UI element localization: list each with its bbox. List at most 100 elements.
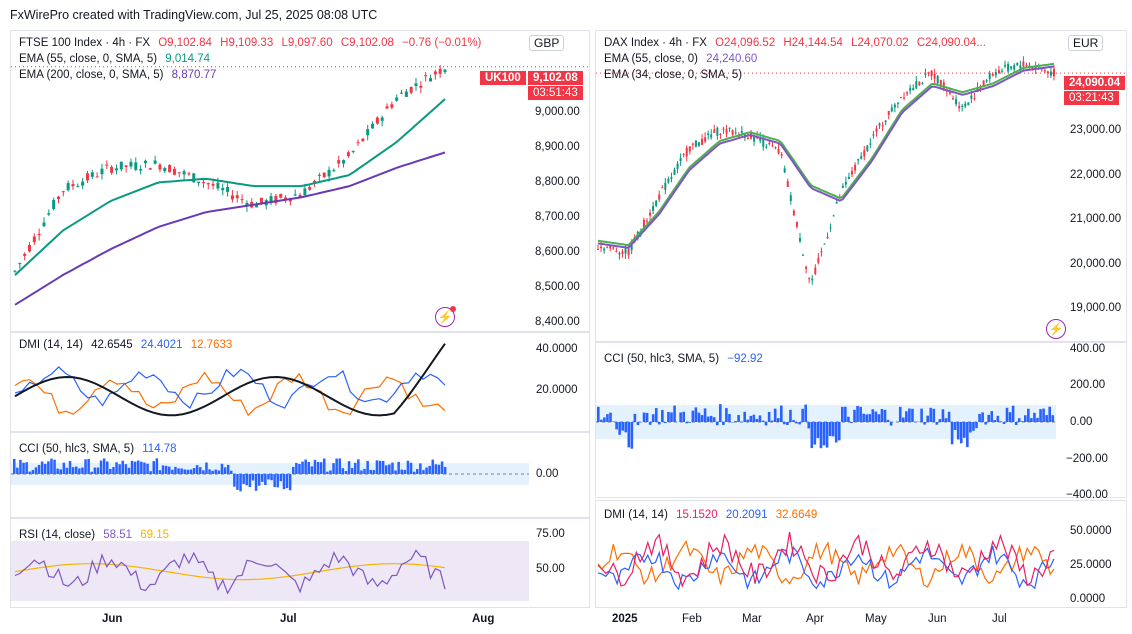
dax-candle <box>1016 62 1019 66</box>
dax-cci-bar <box>810 422 814 449</box>
dax-candle <box>915 81 918 89</box>
dax-title: DAX Index · 4h · FX <box>604 37 707 49</box>
ftse-cci-bar <box>391 462 394 474</box>
ftse-cci-bar <box>37 464 41 474</box>
ftse-cci-bar <box>161 465 165 474</box>
ftse-cci-bar <box>124 464 128 474</box>
ftse-cci-bar <box>71 467 75 474</box>
dax-candle <box>682 154 685 156</box>
ftse-cci-bar <box>143 462 146 474</box>
ftse-ema200-legend: EMA (200, close, 0, SMA, 5) 8,870.77 <box>19 69 221 81</box>
dax-cci-bar <box>941 409 945 422</box>
ftse-cci-bar <box>81 467 84 474</box>
dax-cci-bar <box>877 414 881 422</box>
ftse-cci-bar <box>279 474 283 482</box>
dax-cci-bar <box>938 419 942 422</box>
dax-candle <box>783 168 786 173</box>
dax-candle <box>746 137 749 139</box>
dax-candle <box>603 248 606 251</box>
ftse-cci-bar <box>53 459 56 474</box>
ftse-cci-bar <box>152 461 155 474</box>
ftse-cci-bar <box>443 467 447 474</box>
dax-cci-bar <box>1027 408 1030 422</box>
ftse-cci-bar <box>28 471 31 474</box>
dax-cci-bar <box>972 422 975 431</box>
ftse-candle <box>298 194 302 198</box>
ftse-candle <box>168 165 172 173</box>
ftse-candle <box>32 236 36 243</box>
dax-cci-bar <box>694 407 698 422</box>
dax-candle <box>948 91 951 94</box>
ftse-lightning-icon[interactable]: ⚡ <box>435 306 456 327</box>
dax-candle <box>829 227 832 229</box>
dax-cci-bar <box>950 422 954 445</box>
dax-candle <box>771 145 774 147</box>
ftse-cci-bar <box>354 462 357 474</box>
dax-candle <box>985 80 988 82</box>
dax-candle <box>673 169 676 175</box>
dax-cci-bar <box>746 419 750 422</box>
ftse-cci-bar <box>385 465 388 474</box>
ftse-rsi-chart <box>11 541 529 601</box>
ftse-candle <box>259 197 263 203</box>
ftse-price-chart[interactable] <box>11 31 589 331</box>
dax-cci-panel[interactable]: CCI (50, hlc3, SMA, 5) −92.92 400.00 200… <box>595 342 1127 501</box>
dax-currency-button[interactable]: EUR <box>1068 35 1104 51</box>
ftse-cci-bar <box>236 474 239 490</box>
dax-candle <box>936 75 939 84</box>
dax-cci-bar <box>862 413 865 422</box>
dax-cci-bar <box>837 422 841 441</box>
ftse-dmi-chart <box>14 343 446 417</box>
dax-dmi-adx-line <box>597 531 1055 588</box>
ftse-dmi-panel[interactable]: DMI (14, 14) 42.6545 24.4021 12.7633 40.… <box>10 332 590 432</box>
ftse-candle <box>274 195 278 204</box>
ftse-cci-bar <box>434 464 438 474</box>
dax-candle <box>774 147 777 149</box>
dax-cci-axis-m200: −200.00 <box>1066 453 1108 465</box>
dax-cci-bar <box>776 418 780 422</box>
dax-cci-bar <box>981 412 984 422</box>
dax-cci-bar <box>868 414 872 422</box>
ftse-currency-button[interactable]: GBP <box>529 35 565 51</box>
ftse-cci-bar <box>202 470 205 474</box>
dax-candle <box>759 137 762 141</box>
ftse-cci-bar <box>22 462 25 474</box>
dax-candle <box>906 92 909 94</box>
ftse-cci-panel[interactable]: CCI (50, hlc3, SMA, 5) 114.78 0.00 <box>10 432 590 518</box>
dax-cci-axis-0: 0.00 <box>1070 416 1093 428</box>
ftse-cci-bar <box>431 459 434 474</box>
ftse-dmi-v2: 24.4021 <box>140 339 183 351</box>
ftse-cci-bar <box>205 462 208 474</box>
dax-candle <box>921 82 924 84</box>
dax-price-chart[interactable] <box>596 31 1126 341</box>
dax-candle <box>652 206 655 211</box>
dax-candle <box>866 145 869 151</box>
dax-cci-bar <box>712 417 716 422</box>
ftse-cci-bar <box>177 468 180 474</box>
dax-price-panel[interactable]: DAX Index · 4h · FX O24,096.52 H24,144.5… <box>595 30 1127 342</box>
dax-candle <box>612 247 615 249</box>
dax-dmi-panel[interactable]: DMI (14, 14) 15.1520 20.2091 32.6649 50.… <box>595 500 1127 608</box>
dax-candle <box>832 215 835 217</box>
dax-lightning-icon[interactable]: ⚡ <box>1046 319 1066 339</box>
ftse-rsi-panel[interactable]: RSI (14, close) 58.51 69.15 75.00 50.00 <box>10 518 590 608</box>
ftse-ema55-line <box>14 98 446 276</box>
dax-candle <box>973 98 976 100</box>
dax-cci-bar <box>783 422 786 425</box>
dax-cci-bar <box>908 408 911 422</box>
ftse-cci-bar <box>44 463 47 474</box>
dax-candle <box>878 123 881 126</box>
dax-cci-bar <box>597 406 600 422</box>
ftse-title: FTSE 100 Index · 4h · FX <box>19 37 151 49</box>
ftse-cci-bar <box>90 471 93 474</box>
ftse-candle <box>13 270 17 272</box>
dax-cci-bar <box>920 408 923 422</box>
ftse-candle <box>143 160 147 164</box>
ftse-candle <box>27 244 31 252</box>
dax-candle <box>811 278 814 281</box>
dax-cci-bar <box>905 411 908 422</box>
ftse-close: C9,102.08 <box>340 37 394 49</box>
dax-ema34-line <box>597 62 1055 247</box>
ftse-candle <box>37 233 41 236</box>
ftse-ema200-label: EMA (200, close, 0, SMA, 5) <box>19 69 164 81</box>
